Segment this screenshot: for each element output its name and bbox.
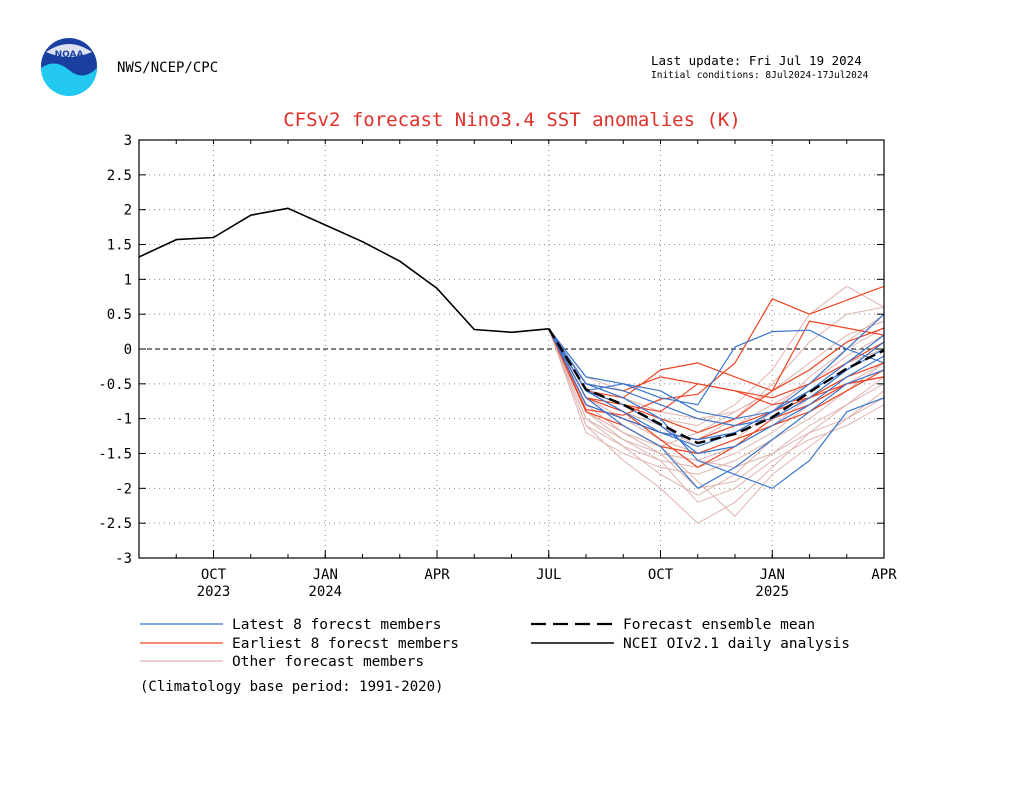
- y-tick-label: 2.5: [107, 168, 132, 184]
- x-tick-label: APR: [424, 567, 450, 583]
- earliest-member-line: [548, 327, 885, 399]
- y-tick-label: -2.5: [98, 516, 132, 532]
- last-update: Last update: Fri Jul 19 2024: [651, 53, 862, 68]
- main-series: [138, 207, 885, 445]
- latest-member-line: [548, 328, 885, 489]
- legend-label-earliest: Earliest 8 forecst members: [232, 636, 459, 652]
- x-year-label: 2023: [197, 584, 231, 600]
- x-tick-label: OCT: [201, 567, 227, 583]
- y-tick-label: 3: [124, 133, 132, 149]
- y-tick-label: 1: [124, 272, 132, 288]
- other-member-line: [548, 328, 885, 503]
- latest-member-line: [548, 328, 885, 455]
- analysis-line: [138, 207, 549, 334]
- y-tick-label: 2: [124, 203, 132, 219]
- y-tick-label: -0.5: [98, 377, 132, 393]
- y-tick-label: -1: [115, 412, 132, 428]
- x-year-label: 2024: [308, 584, 342, 600]
- y-tick-label: 1.5: [107, 238, 132, 254]
- y-tick-label: -3: [115, 551, 132, 567]
- legend: Latest 8 forecst members Earliest 8 forec…: [140, 617, 850, 670]
- x-tick-label: OCT: [648, 567, 674, 583]
- initial-conditions: Initial conditions: 8Jul2024-17Jul2024: [651, 70, 869, 81]
- other-member-line: [548, 328, 885, 468]
- legend-label-other: Other forecast members: [232, 654, 424, 670]
- earliest-member-line: [548, 328, 885, 468]
- x-tick-label: APR: [871, 567, 897, 583]
- climatology-footnote: (Climatology base period: 1991-2020): [140, 679, 443, 695]
- x-tick-label: JUL: [536, 567, 561, 583]
- grid: [139, 140, 884, 558]
- chart-title: CFSv2 forecast Nino3.4 SST anomalies (K): [283, 109, 741, 131]
- legend-label-analysis: NCEI OIv2.1 daily analysis: [623, 636, 850, 652]
- x-year-label: 2025: [755, 584, 789, 600]
- latest-member-line: [548, 328, 885, 420]
- x-tick-label: JAN: [760, 567, 785, 583]
- axes: -3-2.5-2-1.5-1-0.500.511.522.53OCT2023JA…: [98, 133, 897, 600]
- latest-member-line: [548, 328, 885, 406]
- agency-label: NWS/NCEP/CPC: [117, 60, 218, 76]
- noaa-logo-text: NOAA: [55, 50, 84, 60]
- y-tick-label: -2: [115, 481, 132, 497]
- legend-label-mean: Forecast ensemble mean: [623, 617, 815, 633]
- other-member-line: [548, 328, 885, 475]
- earliest-member-line: [548, 328, 885, 455]
- legend-label-latest: Latest 8 forecst members: [232, 617, 442, 633]
- y-tick-label: 0.5: [107, 307, 132, 323]
- y-tick-label: -1.5: [98, 447, 132, 463]
- ensemble-mean-line: [547, 328, 885, 445]
- x-tick-label: JAN: [313, 567, 338, 583]
- noaa-logo: NOAA: [41, 38, 97, 96]
- forecast-members: [548, 285, 885, 524]
- y-tick-label: 0: [124, 342, 132, 358]
